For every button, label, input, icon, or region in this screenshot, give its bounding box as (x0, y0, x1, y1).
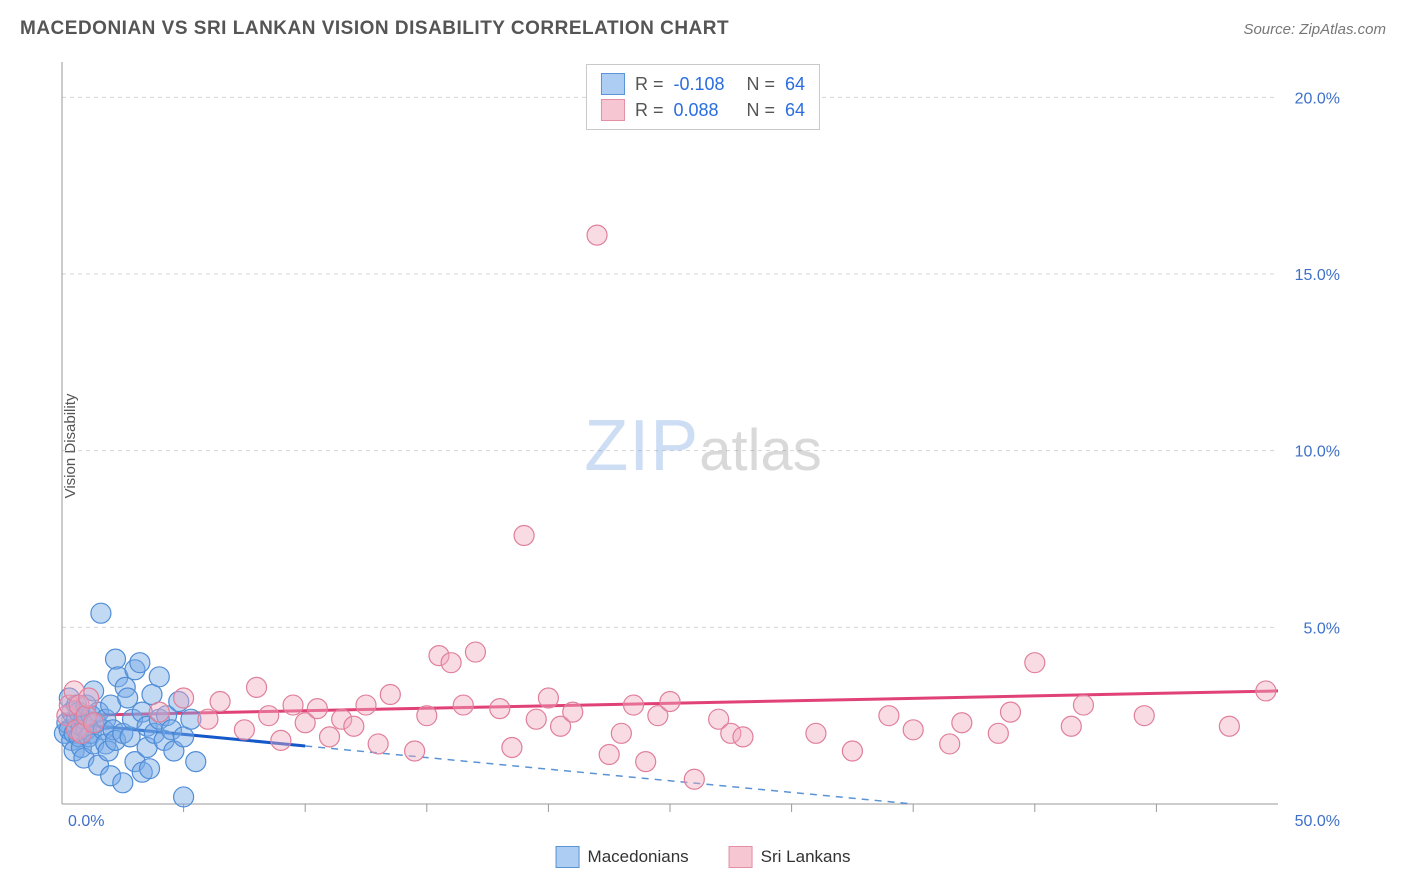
legend-swatch (556, 846, 580, 868)
data-point-sri-lankan (380, 684, 400, 704)
n-label: N = (741, 100, 775, 121)
data-point-macedonian (174, 727, 194, 747)
data-point-sri-lankan (283, 695, 303, 715)
data-point-sri-lankan (624, 695, 644, 715)
data-point-sri-lankan (684, 769, 704, 789)
r-value: 0.088 (673, 100, 731, 121)
legend-series: Macedonians Sri Lankans (556, 846, 851, 868)
data-point-sri-lankan (1219, 716, 1239, 736)
legend-series-item: Macedonians (556, 846, 689, 868)
data-point-sri-lankan (174, 688, 194, 708)
data-point-sri-lankan (198, 709, 218, 729)
source-attribution: Source: ZipAtlas.com (1243, 21, 1386, 38)
data-point-sri-lankan (247, 677, 267, 697)
data-point-sri-lankan (307, 699, 327, 719)
data-point-sri-lankan (84, 713, 104, 733)
data-point-sri-lankan (405, 741, 425, 761)
data-point-macedonian (113, 773, 133, 793)
data-point-sri-lankan (660, 692, 680, 712)
scatter-chart: 5.0% 10.0% 15.0% 20.0% 0.0% 50.0% (48, 58, 1348, 828)
data-point-sri-lankan (344, 716, 364, 736)
data-point-macedonian (120, 727, 140, 747)
legend-series-label: Sri Lankans (761, 847, 851, 867)
data-point-sri-lankan (636, 752, 656, 772)
data-point-macedonian (174, 787, 194, 807)
y-tick-label: 10.0% (1295, 444, 1340, 461)
data-point-macedonian (149, 667, 169, 687)
data-point-sri-lankan (502, 737, 522, 757)
chart-title: MACEDONIAN VS SRI LANKAN VISION DISABILI… (20, 18, 729, 40)
legend-stat-row: R = 0.088 N = 64 (601, 97, 805, 123)
data-point-sri-lankan (1000, 702, 1020, 722)
data-point-sri-lankan (234, 720, 254, 740)
data-point-sri-lankan (1134, 706, 1154, 726)
data-point-sri-lankan (733, 727, 753, 747)
y-tick-label: 15.0% (1295, 267, 1340, 284)
data-point-sri-lankan (368, 734, 388, 754)
y-tick-label: 5.0% (1304, 620, 1340, 637)
data-point-sri-lankan (149, 702, 169, 722)
data-point-sri-lankan (806, 723, 826, 743)
legend-series-item: Sri Lankans (729, 846, 851, 868)
data-point-sri-lankan (1073, 695, 1093, 715)
data-point-sri-lankan (210, 692, 230, 712)
data-point-macedonian (140, 759, 160, 779)
r-label: R = (635, 74, 664, 95)
data-point-macedonian (118, 688, 138, 708)
data-point-sri-lankan (271, 730, 291, 750)
n-value: 64 (785, 100, 805, 121)
data-point-sri-lankan (1025, 653, 1045, 673)
data-point-sri-lankan (611, 723, 631, 743)
data-point-macedonian (186, 752, 206, 772)
data-point-macedonian (91, 603, 111, 623)
data-point-sri-lankan (952, 713, 972, 733)
data-point-sri-lankan (903, 720, 923, 740)
data-point-sri-lankan (842, 741, 862, 761)
data-point-sri-lankan (1061, 716, 1081, 736)
data-point-macedonian (142, 684, 162, 704)
legend-swatch (601, 99, 625, 121)
data-point-sri-lankan (417, 706, 437, 726)
x-tick-label: 0.0% (68, 813, 104, 828)
data-point-sri-lankan (599, 745, 619, 765)
data-point-sri-lankan (1256, 681, 1276, 701)
data-point-sri-lankan (940, 734, 960, 754)
x-tick-label: 50.0% (1295, 813, 1340, 828)
data-point-sri-lankan (356, 695, 376, 715)
r-label: R = (635, 100, 664, 121)
n-value: 64 (785, 74, 805, 95)
y-tick-label: 20.0% (1295, 90, 1340, 107)
data-point-sri-lankan (441, 653, 461, 673)
data-point-macedonian (106, 649, 126, 669)
n-label: N = (741, 74, 775, 95)
legend-stat-row: R = -0.108 N = 64 (601, 71, 805, 97)
data-point-sri-lankan (988, 723, 1008, 743)
data-point-sri-lankan (587, 225, 607, 245)
data-point-macedonian (130, 653, 150, 673)
data-point-sri-lankan (320, 727, 340, 747)
data-point-sri-lankan (879, 706, 899, 726)
legend-series-label: Macedonians (588, 847, 689, 867)
data-point-sri-lankan (490, 699, 510, 719)
data-point-sri-lankan (453, 695, 473, 715)
data-point-sri-lankan (79, 688, 99, 708)
legend-stats: R = -0.108 N = 64 R = 0.088 N = 64 (586, 64, 820, 130)
r-value: -0.108 (673, 74, 731, 95)
data-point-sri-lankan (465, 642, 485, 662)
legend-swatch (729, 846, 753, 868)
data-point-sri-lankan (259, 706, 279, 726)
data-point-sri-lankan (538, 688, 558, 708)
legend-swatch (601, 73, 625, 95)
data-point-sri-lankan (514, 525, 534, 545)
data-point-sri-lankan (563, 702, 583, 722)
data-point-sri-lankan (526, 709, 546, 729)
